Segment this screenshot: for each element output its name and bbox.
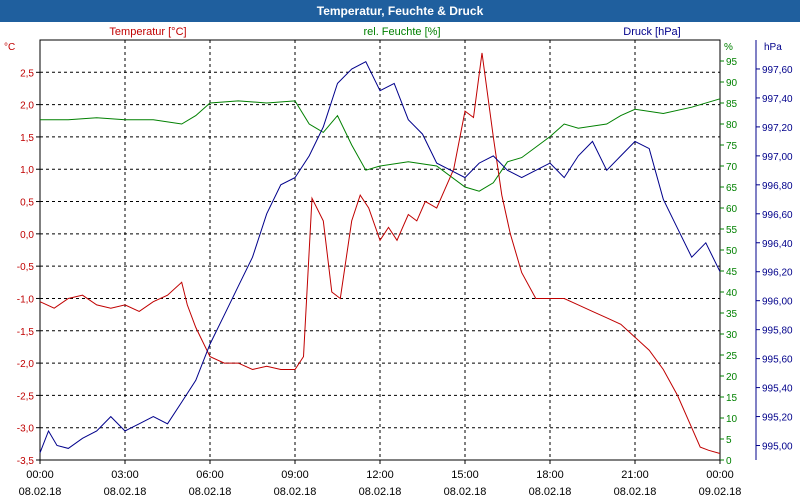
left-axis-ticks: 2,5 2,0 1,5 1,0 0,5 0,0 -0,5 -1,0 -1,5 -2,0 -2,5 -3… bbox=[17, 68, 40, 467]
right-tick-label: 997,60 bbox=[762, 65, 793, 76]
left-tick-label: 1,0 bbox=[20, 165, 34, 176]
humidity-line bbox=[40, 98, 721, 192]
x-tick-time: 21:00 bbox=[621, 469, 649, 481]
middle-axis-unit: % bbox=[724, 42, 733, 53]
left-tick-label: -3,5 bbox=[17, 456, 35, 467]
right-axis-unit: hPa bbox=[764, 42, 782, 53]
humidity-axis-label: rel. Feuchte [%] bbox=[363, 26, 440, 38]
middle-tick-label: 50 bbox=[726, 246, 738, 257]
middle-tick-label: 0 bbox=[726, 456, 732, 467]
right-tick-label: 996,80 bbox=[762, 181, 793, 192]
x-tick-time: 03:00 bbox=[111, 469, 139, 481]
x-tick-time: 09:00 bbox=[281, 469, 309, 481]
right-tick-label: 996,00 bbox=[762, 297, 793, 308]
chart-title: Temperatur, Feuchte & Druck bbox=[0, 0, 800, 22]
right-tick-label: 995,00 bbox=[762, 442, 793, 453]
middle-tick-label: 35 bbox=[726, 309, 738, 320]
grid-vertical bbox=[124, 40, 636, 460]
left-tick-label: 0,0 bbox=[20, 230, 34, 241]
left-tick-label: 2,5 bbox=[20, 68, 34, 79]
middle-tick-label: 90 bbox=[726, 78, 738, 89]
right-tick-label: 996,20 bbox=[762, 268, 793, 279]
temperature-axis-label: Temperatur [°C] bbox=[109, 26, 186, 38]
middle-tick-label: 25 bbox=[726, 351, 738, 362]
x-tick-date: 08.02.18 bbox=[104, 486, 147, 498]
middle-tick-label: 40 bbox=[726, 288, 738, 299]
x-tick-date: 08.02.18 bbox=[274, 486, 317, 498]
left-tick-label: -1,0 bbox=[17, 294, 35, 305]
middle-tick-label: 75 bbox=[726, 141, 738, 152]
left-tick-label: -2,5 bbox=[17, 391, 35, 402]
x-tick-time: 00:00 bbox=[26, 469, 54, 481]
middle-tick-label: 70 bbox=[726, 162, 738, 173]
right-tick-label: 997,00 bbox=[762, 152, 793, 163]
pressure-axis-label: Druck [hPa] bbox=[623, 26, 680, 38]
left-tick-label: -0,5 bbox=[17, 262, 35, 273]
x-axis-ticks: 00:00 08.02.18 03:00 08.02.18 06:00 08.02.18 0… bbox=[19, 460, 742, 498]
middle-tick-label: 30 bbox=[726, 330, 738, 341]
right-tick-label: 995,80 bbox=[762, 326, 793, 337]
left-tick-label: 0,5 bbox=[20, 198, 34, 209]
pressure-line bbox=[39, 61, 721, 453]
middle-tick-label: 20 bbox=[726, 372, 738, 383]
x-tick-time: 18:00 bbox=[536, 469, 564, 481]
left-tick-label: -2,0 bbox=[17, 359, 35, 370]
middle-tick-label: 45 bbox=[726, 267, 738, 278]
x-tick-date: 08.02.18 bbox=[444, 486, 487, 498]
x-tick-date: 08.02.18 bbox=[614, 486, 657, 498]
left-tick-label: -3,0 bbox=[17, 424, 35, 435]
left-tick-label: -1,5 bbox=[17, 327, 35, 338]
temperature-line bbox=[39, 52, 721, 454]
middle-tick-label: 60 bbox=[726, 204, 738, 215]
right-tick-label: 996,60 bbox=[762, 210, 793, 221]
middle-tick-label: 95 bbox=[726, 57, 738, 68]
right-tick-label: 995,20 bbox=[762, 413, 793, 424]
right-tick-label: 997,20 bbox=[762, 123, 793, 134]
right-tick-label: 995,40 bbox=[762, 384, 793, 395]
left-tick-label: 2,0 bbox=[20, 101, 34, 112]
left-tick-label: 1,5 bbox=[20, 133, 34, 144]
middle-tick-label: 85 bbox=[726, 99, 738, 110]
middle-tick-label: 10 bbox=[726, 414, 738, 425]
x-tick-date: 08.02.18 bbox=[189, 486, 232, 498]
x-tick-time: 12:00 bbox=[366, 469, 394, 481]
middle-tick-label: 5 bbox=[726, 435, 732, 446]
x-tick-date: 08.02.18 bbox=[19, 486, 62, 498]
x-tick-date: 08.02.18 bbox=[529, 486, 572, 498]
left-axis-unit: °C bbox=[4, 42, 15, 53]
middle-tick-label: 80 bbox=[726, 120, 738, 131]
middle-tick-label: 65 bbox=[726, 183, 738, 194]
x-tick-time: 15:00 bbox=[451, 469, 479, 481]
x-tick-date: 09.02.18 bbox=[699, 486, 742, 498]
x-tick-time: 00:00 bbox=[706, 469, 734, 481]
right-tick-label: 995,60 bbox=[762, 355, 793, 366]
middle-tick-label: 55 bbox=[726, 225, 738, 236]
x-tick-time: 06:00 bbox=[196, 469, 224, 481]
chart-plot: °C Temperatur [°C] rel. Feuchte [%] Druc… bbox=[0, 22, 800, 500]
right-axis-ticks: 997,60 997,40 997,20 997,00 996,80 996,60 996,… bbox=[756, 65, 793, 453]
right-tick-label: 997,40 bbox=[762, 94, 793, 105]
middle-tick-label: 15 bbox=[726, 393, 738, 404]
x-tick-date: 08.02.18 bbox=[359, 486, 402, 498]
right-tick-label: 996,40 bbox=[762, 239, 793, 250]
